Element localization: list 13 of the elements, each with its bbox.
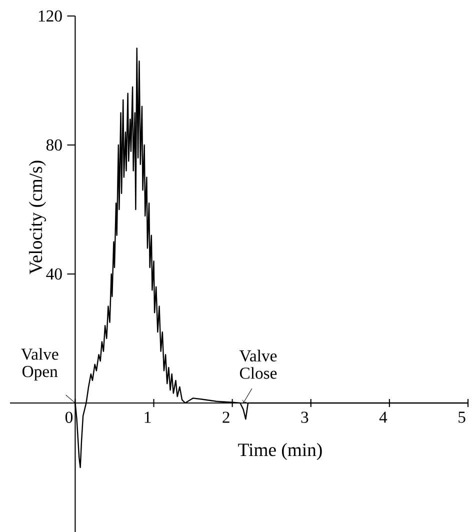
y-tick-label: 120 <box>38 10 62 22</box>
x-tick-label: 4 <box>379 412 388 423</box>
annotation: Valve Open <box>21 348 58 381</box>
x-tick-label: 2 <box>222 412 230 423</box>
y-tick-label: 80 <box>46 139 62 151</box>
x-tick-label: 5 <box>458 412 466 423</box>
x-tick-label: 1 <box>144 412 151 423</box>
y-tick-label: 40 <box>46 268 62 280</box>
x-tick-label: 0 <box>65 412 73 423</box>
x-tick-label: 3 <box>301 412 308 423</box>
y-axis-title: Velocity (cm/s) <box>28 160 46 274</box>
annotation: Valve Close <box>239 350 277 379</box>
x-axis-title: Time (min) <box>238 443 322 460</box>
